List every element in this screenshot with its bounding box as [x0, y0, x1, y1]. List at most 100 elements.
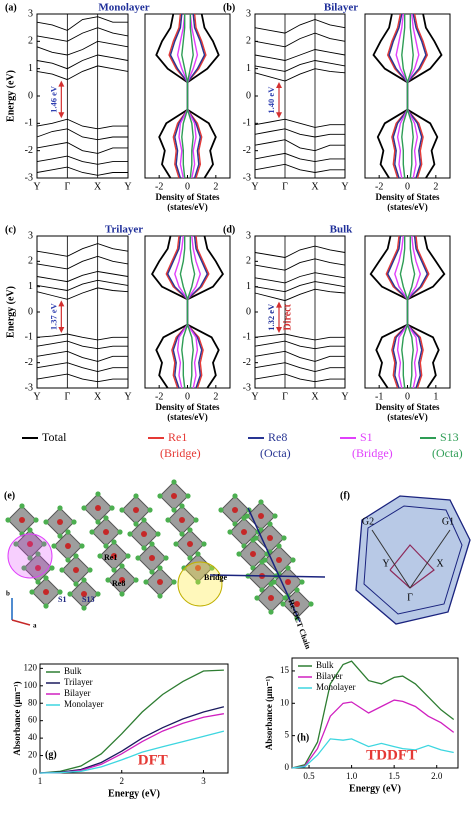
s-atom: [105, 577, 111, 583]
legend-label: Bulk: [64, 666, 82, 676]
g2-vector: [371, 529, 411, 589]
s-atom: [43, 603, 49, 609]
structure-label: b: [6, 590, 10, 598]
s-atom: [95, 591, 101, 597]
x-axis-title: (states/eV): [167, 412, 207, 422]
y-tick-label: -2: [25, 145, 33, 156]
y-tick-label: 120: [24, 662, 38, 672]
y-tick-label: 2: [246, 36, 251, 47]
dos-curve-mirror: [369, 235, 409, 389]
x-tick-label: Y: [33, 181, 40, 192]
s-atom: [155, 531, 161, 537]
legend-label: Bilayer: [316, 671, 343, 681]
s-atom: [165, 517, 171, 523]
band: [254, 272, 346, 284]
re-atom: [111, 553, 117, 559]
gap-annotation: 1.40 eV: [266, 86, 276, 114]
re-atom: [35, 565, 41, 571]
legend-label: Total: [42, 430, 67, 444]
band: [36, 65, 129, 81]
s-atom: [195, 579, 201, 585]
x-axis-title: (states/eV): [387, 412, 427, 422]
band: [254, 281, 346, 293]
re-atom: [149, 555, 155, 561]
s-atom: [103, 515, 109, 521]
y-tick-label: 0: [28, 306, 33, 317]
band: [254, 340, 345, 350]
s-atom: [187, 555, 193, 561]
s-atom: [285, 565, 291, 571]
re-atom: [187, 541, 193, 547]
s-atom: [29, 589, 35, 595]
dos-curve: [186, 235, 224, 389]
x-axis-title: Density of States: [376, 402, 440, 412]
y-tick-label: 1: [246, 281, 251, 292]
y-tick-label: 3: [246, 230, 251, 241]
x-axis-title: (states/eV): [387, 202, 427, 212]
structure-label: S1: [58, 595, 66, 604]
band: [254, 128, 345, 138]
s-atom: [65, 529, 71, 535]
s-atom: [19, 503, 25, 509]
y-tick-label: 80: [28, 697, 38, 707]
y-tick-label: 0: [246, 90, 251, 101]
x-tick-label: 2: [433, 181, 438, 192]
dos-curve-mirror: [181, 14, 189, 179]
x-tick-label: Y: [341, 391, 348, 402]
s-atom: [35, 551, 41, 557]
x-tick-label: 1: [38, 776, 43, 786]
dos-curve: [406, 235, 429, 389]
re-atom: [27, 541, 33, 547]
x-axis-title: (states/eV): [167, 202, 207, 212]
gap-annotation: 1.37 eV: [48, 302, 58, 330]
x-tick-label: 0: [185, 391, 190, 402]
y-tick-label: 1: [28, 281, 33, 292]
dos-curve: [406, 235, 446, 389]
dos-curve-mirror: [386, 235, 409, 389]
dos-curve-mirror: [386, 13, 409, 179]
x-tick-label: 1: [433, 391, 438, 402]
band: [36, 155, 128, 165]
dos-curve: [406, 235, 430, 389]
s-atom: [187, 527, 193, 533]
dos-curve: [406, 13, 429, 179]
y-tick-label: -3: [25, 382, 33, 393]
s-atom: [71, 519, 77, 525]
structure-label: S13: [82, 595, 94, 604]
panel-title: Bilayer: [324, 2, 358, 14]
s-atom: [179, 503, 185, 509]
s-atom: [193, 517, 199, 523]
dos-curve: [406, 13, 427, 179]
s-atom: [218, 507, 224, 513]
dos-curve: [186, 13, 206, 179]
x-axis-title: Density of States: [156, 192, 220, 202]
y-tick-label: -2: [243, 357, 251, 368]
x-tick-label: -2: [155, 391, 163, 402]
s-atom: [73, 553, 79, 559]
band: [36, 350, 128, 362]
dos-curve: [186, 235, 202, 389]
band: [254, 163, 345, 173]
y-tick-label: 10: [280, 697, 290, 707]
chain-axis: [247, 507, 301, 623]
s-atom: [51, 543, 57, 549]
legend-site: (Octa): [260, 446, 291, 460]
s-atom: [79, 543, 85, 549]
y-tick-label: -1: [243, 118, 251, 129]
s-atom: [109, 505, 115, 511]
k-point-label: X: [436, 558, 444, 569]
s-atom: [41, 541, 47, 547]
y-tick-label: 0: [28, 90, 33, 101]
band: [36, 16, 128, 31]
dos-curve-mirror: [176, 13, 189, 179]
y-tick-label: -1: [243, 332, 251, 343]
legend-label: S13: [440, 430, 459, 444]
absorbance-curve: [291, 660, 455, 769]
bridge-axis: [209, 574, 326, 578]
re-atom: [141, 531, 147, 537]
dos-curve-mirror: [168, 13, 189, 179]
re-atom: [103, 529, 109, 535]
s-atom: [67, 591, 73, 597]
band: [254, 350, 345, 362]
s-atom: [125, 553, 131, 559]
